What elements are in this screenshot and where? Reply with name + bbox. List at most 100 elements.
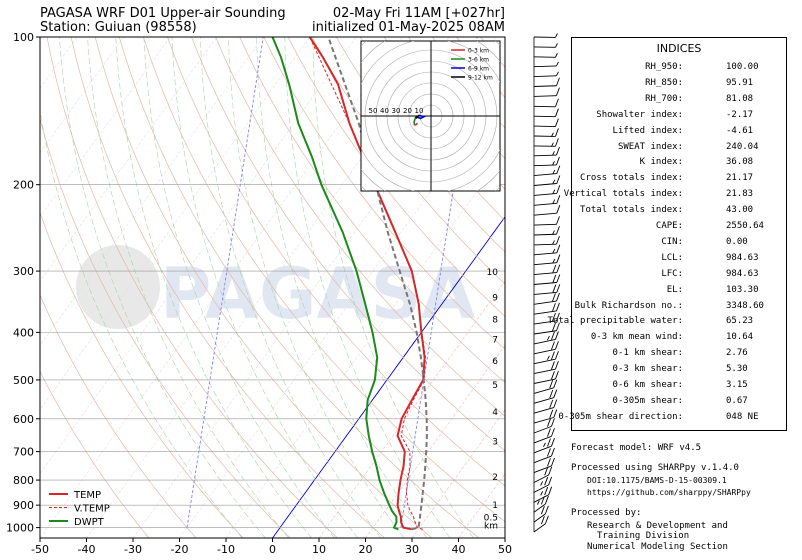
isotherm-line xyxy=(40,37,403,538)
index-row: SWEAT index: 240.04 xyxy=(572,142,786,158)
y-tick-label: 400 xyxy=(13,326,34,339)
index-label: Total precipitable water: xyxy=(547,316,683,327)
wind-barb xyxy=(533,389,558,404)
index-value: 81.08 xyxy=(726,93,754,104)
x-tick-label: -50 xyxy=(31,543,49,556)
wind-barb xyxy=(533,302,560,315)
index-label: RH_850: xyxy=(645,77,683,88)
wind-barb xyxy=(533,185,561,196)
wind-barb xyxy=(533,33,558,38)
x-tick-label: 50 xyxy=(498,543,512,556)
y-tick-label: 700 xyxy=(13,446,34,459)
mixing-ratio-line xyxy=(186,37,264,528)
wind-barb xyxy=(533,254,561,266)
index-row: 0-6 km shear: 3.15 xyxy=(572,380,786,396)
index-label: EL: xyxy=(666,284,683,295)
height-label: 6 xyxy=(492,357,498,367)
dry-adiabat xyxy=(40,117,291,538)
height-label: 8 xyxy=(492,316,498,326)
index-row: LCL: 984.63 xyxy=(572,253,786,269)
x-tick-label: 40 xyxy=(452,543,466,556)
isotherm-line xyxy=(365,344,505,538)
doi-text: DOI:10.1175/BAMS-D-15-00309.1 xyxy=(587,476,727,485)
y-tick-label: 300 xyxy=(13,265,34,278)
dry-adiabat xyxy=(167,37,505,487)
index-label: CAPE: xyxy=(655,221,683,231)
wind-barb xyxy=(533,515,549,533)
index-row: 0-3 km shear: 5.30 xyxy=(572,364,786,380)
x-tick-label: -40 xyxy=(78,543,96,556)
height-label: 0.5 xyxy=(484,514,498,524)
index-value: 984.63 xyxy=(726,252,759,263)
parcel-line xyxy=(327,37,428,531)
height-label: 1 xyxy=(492,501,498,511)
index-value: 21.83 xyxy=(726,189,754,200)
wind-barb xyxy=(533,43,558,48)
wind-barb xyxy=(533,71,559,78)
moist-adiabat xyxy=(312,37,474,538)
wind-barb xyxy=(533,341,559,355)
hodograph-ring-label: 50 xyxy=(369,107,378,115)
hodograph-ring-label: 40 xyxy=(380,107,389,115)
index-label: CIN: xyxy=(661,236,683,247)
index-row: K index: 36.08 xyxy=(572,157,786,173)
index-value: 100.00 xyxy=(726,62,759,72)
index-value: 95.91 xyxy=(726,77,754,88)
wind-barb xyxy=(533,292,560,305)
height-label: 7 xyxy=(492,336,498,346)
index-value: 103.30 xyxy=(726,284,759,295)
y-tick-label: 200 xyxy=(13,179,34,192)
legend-label: V.TEMP xyxy=(74,504,110,515)
indices-panel: INDICES RH_950: 100.00 RH_850: 95.91 RH_700:… xyxy=(548,37,787,431)
index-row: CIN: 0.00 xyxy=(572,237,786,253)
index-value: -4.61 xyxy=(726,125,754,136)
index-row: Cross totals index: 21.17 xyxy=(572,173,786,189)
plot-area: PAGASA xyxy=(40,37,505,538)
wind-barb xyxy=(533,399,558,414)
watermark-logo xyxy=(76,245,160,329)
wind-barb xyxy=(533,235,560,246)
height-label: km xyxy=(484,521,498,531)
dry-adiabat xyxy=(118,37,480,538)
dry-adiabat xyxy=(40,294,197,538)
index-value: 0.67 xyxy=(726,395,748,406)
index-label: RH_950: xyxy=(645,62,683,72)
legend-label: DWPT xyxy=(74,517,105,528)
index-value: 048 NE xyxy=(726,411,759,422)
legend-label: TEMP xyxy=(73,490,101,501)
x-tick-label: -20 xyxy=(171,543,189,556)
index-value: 240.04 xyxy=(726,141,759,152)
dry-adiabat xyxy=(287,37,505,317)
wind-barb xyxy=(533,165,561,177)
index-row: RH_950: 100.00 xyxy=(572,62,786,78)
wind-barb xyxy=(533,205,561,216)
index-value: 2.76 xyxy=(726,348,748,359)
y-tick-label: 100 xyxy=(13,31,34,44)
hodograph: 50 40 30 20 10 xyxy=(361,41,500,191)
dry-adiabat xyxy=(311,37,505,285)
index-value: 5.30 xyxy=(726,364,748,375)
virtual-temperature-line xyxy=(309,37,427,530)
index-row: 0-305m shear: 0.67 xyxy=(572,396,786,412)
index-label: 0-305m shear direction: xyxy=(558,411,683,422)
hodograph-legend-label: 0-3 km xyxy=(468,48,489,55)
wind-barb xyxy=(533,216,560,226)
index-label: SWEAT index: xyxy=(617,141,683,152)
index-label: RH_700: xyxy=(645,93,683,104)
wind-barb xyxy=(533,428,555,444)
wind-barb xyxy=(533,61,559,68)
wind-barb xyxy=(533,409,558,424)
index-value: 984.63 xyxy=(726,268,759,279)
hodograph-trace xyxy=(415,114,420,119)
index-label: Cross totals index: xyxy=(580,173,683,184)
org-line1: Research & Development and xyxy=(587,521,728,531)
index-row: 0-3 km mean wind: 10.64 xyxy=(572,332,786,348)
wind-barb xyxy=(533,138,559,147)
isotherm-line xyxy=(86,37,450,538)
y-tick-label: 900 xyxy=(13,499,34,512)
moist-adiabat xyxy=(87,37,289,538)
index-label: 0-305m shear: xyxy=(612,395,683,406)
mixing-ratio-line xyxy=(400,37,478,528)
hodograph-ring-label: 30 xyxy=(392,107,401,115)
index-row: Showalter index: -2.17 xyxy=(572,110,786,126)
